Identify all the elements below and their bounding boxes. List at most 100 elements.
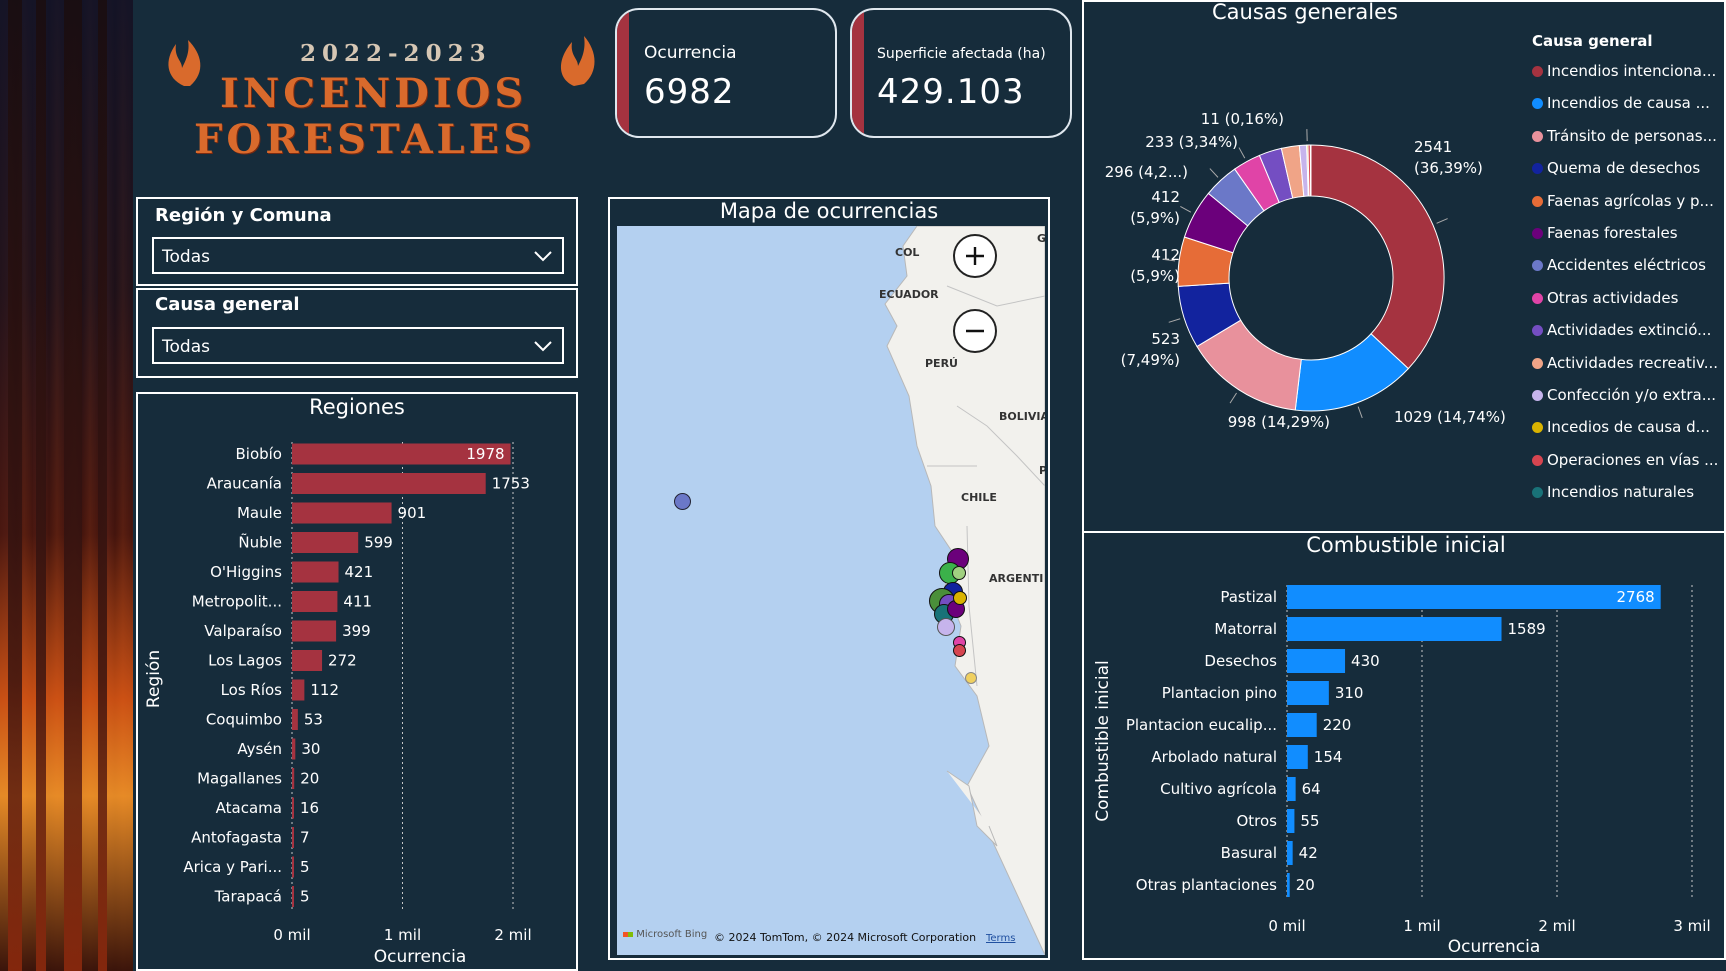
- data-label: 20: [300, 770, 319, 788]
- legend-item[interactable]: Incendios naturales: [1532, 483, 1694, 501]
- legend-label: Faenas forestales: [1547, 224, 1678, 242]
- data-label: 64: [1302, 780, 1321, 798]
- category-label: Magallanes: [197, 770, 282, 788]
- map-label-peru: PERÚ: [925, 357, 958, 370]
- causa-slicer-label: Causa general: [155, 294, 300, 315]
- category-label: Otros: [1236, 812, 1277, 830]
- map-marker-cluster[interactable]: [952, 566, 966, 580]
- map-label-corner-g: G: [1037, 232, 1045, 245]
- category-label: Matorral: [1214, 620, 1277, 638]
- map-label-chile: CHILE: [961, 491, 997, 504]
- bar: [1287, 841, 1293, 865]
- x-tick-label: 0 mil: [273, 926, 310, 944]
- legend-color-dot: [1532, 260, 1543, 272]
- category-label: Aysén: [237, 740, 282, 758]
- bar: [1287, 649, 1346, 673]
- data-label: 411: [343, 593, 372, 611]
- legend-label: Operaciones en vías ...: [1547, 450, 1719, 469]
- region-slicer-label: Región y Comuna: [155, 205, 332, 226]
- category-label: Biobío: [235, 445, 282, 463]
- legend-color-dot: [1532, 292, 1543, 304]
- map-marker-cluster[interactable]: [937, 618, 955, 636]
- header-year: 2022-2023: [300, 40, 492, 67]
- category-label: Arbolado natural: [1151, 748, 1277, 766]
- data-label: 599: [364, 534, 393, 552]
- x-tick-label: 0 mil: [1268, 917, 1305, 935]
- legend-item[interactable]: Actividades extinció...: [1532, 321, 1711, 339]
- causas-title: Causas generales: [1212, 0, 1398, 24]
- ocurrencia-value: 6982: [644, 72, 735, 112]
- data-label: 20: [1296, 876, 1315, 894]
- bar: [292, 827, 294, 848]
- legend-item[interactable]: Otras actividades: [1532, 289, 1678, 307]
- category-label: Araucanía: [207, 475, 282, 493]
- bing-label: Microsoft Bing: [636, 929, 708, 940]
- data-label: 421: [345, 563, 374, 581]
- data-label: 42: [1299, 844, 1318, 862]
- zoom-out-button[interactable]: [953, 309, 997, 353]
- category-label: Valparaíso: [204, 622, 282, 640]
- map-terms-link[interactable]: Terms: [986, 933, 1016, 944]
- legend-item[interactable]: Incendios de causa ...: [1532, 94, 1710, 112]
- bar: [1287, 681, 1329, 705]
- legend-item[interactable]: Confección y/o extra...: [1532, 386, 1716, 404]
- data-label: 5: [300, 888, 310, 906]
- data-label: 112: [310, 681, 339, 699]
- legend-item[interactable]: Tránsito de personas...: [1532, 127, 1717, 145]
- bar: [292, 709, 298, 730]
- category-label: Basural: [1221, 844, 1277, 862]
- legend-item[interactable]: Quema de desechos: [1532, 159, 1700, 177]
- legend-label: Incedios de causa d...: [1547, 418, 1710, 437]
- legend-item[interactable]: Faenas forestales: [1532, 224, 1678, 242]
- category-label: Los Lagos: [208, 652, 282, 670]
- header-title-line2: FORESTALES: [194, 116, 536, 163]
- bar: [292, 797, 294, 819]
- leader-line: [1168, 318, 1181, 323]
- bar: [292, 738, 296, 760]
- ocurrencia-label: Ocurrencia: [644, 43, 737, 63]
- combustible-panel: Combustible inicial 0 mil 1 mil 2 mil 3 mil…: [1082, 531, 1726, 960]
- legend-item[interactable]: Incedios de causa d...: [1532, 418, 1710, 436]
- leader-line: [1180, 205, 1192, 213]
- data-label: 5: [300, 858, 310, 876]
- map-marker-island[interactable]: [674, 493, 691, 510]
- causa-dropdown[interactable]: Todas: [152, 327, 564, 364]
- map-attribution: © 2024 TomTom, © 2024 Microsoft Corporat…: [714, 931, 977, 944]
- map-marker-cluster[interactable]: [953, 591, 967, 605]
- region-dropdown-value: Todas: [162, 247, 210, 267]
- map-canvas[interactable]: COL ECUADOR PERÚ BOLIVIA CHILE ARGENTI G…: [617, 226, 1045, 955]
- map-marker-south[interactable]: [953, 644, 966, 657]
- card-accent: [617, 10, 629, 136]
- legend-color-dot: [1532, 163, 1543, 175]
- regiones-chart: 0 mil 1 mil 2 mil Biobío 1978 Araucanía 1753 Ma…: [144, 442, 532, 967]
- zoom-in-button[interactable]: [953, 234, 997, 278]
- data-label: 7: [300, 829, 310, 847]
- bar: [292, 502, 392, 524]
- leader-line: [1209, 168, 1219, 178]
- legend-item[interactable]: Accidentes eléctricos: [1532, 256, 1706, 274]
- causa-slicer: Causa general Todas: [136, 288, 578, 378]
- superficie-card: Superficie afectada (ha) 429.103: [850, 8, 1072, 138]
- region-dropdown[interactable]: Todas: [152, 237, 564, 274]
- y-axis-title: Región: [144, 650, 164, 708]
- map-panel: Mapa de ocurrencias COL ECUADOR PERÚ BOL…: [608, 197, 1050, 960]
- x-tick-label: 1 mil: [384, 926, 421, 944]
- bar: [1287, 809, 1295, 833]
- bing-logo: Microsoft Bing: [623, 929, 707, 940]
- legend-item[interactable]: Operaciones en vías ...: [1532, 451, 1718, 469]
- legend-item[interactable]: Actividades recreativ...: [1532, 354, 1718, 372]
- plus-icon: [966, 247, 984, 265]
- map-label-corner-p: P: [1039, 464, 1045, 477]
- combustible-title: Combustible inicial: [1306, 533, 1506, 557]
- legend-item[interactable]: Faenas agrícolas y p...: [1532, 192, 1714, 210]
- category-label: Metropolit...: [192, 593, 282, 611]
- legend-label: Incendios intenciona...: [1547, 62, 1717, 80]
- ocurrencia-card: Ocurrencia 6982: [615, 8, 837, 138]
- bar: [292, 679, 305, 701]
- data-label: 2768: [1616, 588, 1654, 606]
- map-marker-south[interactable]: [965, 672, 977, 684]
- legend-item[interactable]: Incendios intenciona...: [1532, 62, 1716, 80]
- legend-color-dot: [1532, 130, 1543, 142]
- x-axis-title: Ocurrencia: [1448, 937, 1541, 957]
- superficie-value: 429.103: [877, 72, 1025, 112]
